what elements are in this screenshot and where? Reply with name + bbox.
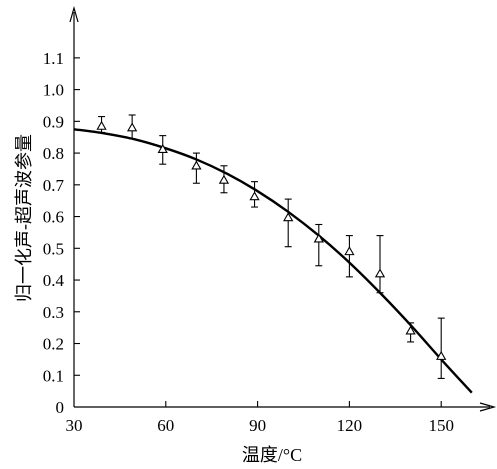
x-axis-title: 温度/°C <box>242 445 302 465</box>
data-point <box>374 235 386 294</box>
data-point <box>313 223 324 267</box>
axes <box>69 5 497 412</box>
triangle-marker <box>218 174 230 184</box>
fit-curve-line <box>73 128 473 394</box>
x-tick-label: 60 <box>157 416 174 435</box>
triangle-marker <box>157 143 168 153</box>
data-points-group <box>96 114 447 379</box>
x-axis-ticks: 30 60 90 120 150 <box>66 401 454 435</box>
triangle-marker <box>126 122 138 132</box>
triangle-marker <box>405 325 416 335</box>
x-tick-label: 120 <box>337 416 363 435</box>
y-tick-label: 0.7 <box>43 176 65 195</box>
y-tick-label: 0.4 <box>43 271 65 290</box>
data-point <box>191 152 202 184</box>
data-point <box>126 114 138 140</box>
y-tick-label: 0 <box>56 398 65 417</box>
data-point <box>96 116 107 133</box>
triangle-marker <box>374 268 386 278</box>
triangle-marker <box>191 160 202 170</box>
y-tick-label: 1.1 <box>43 49 64 68</box>
x-tick-label: 150 <box>428 416 454 435</box>
triangle-marker <box>96 120 107 130</box>
y-axis-ticks: 0 0.1 0.2 0.3 0.4 0.5 0.6 0.7 0.8 0.9 1.0 1.1 <box>43 49 80 417</box>
y-axis-arrow <box>69 5 79 23</box>
y-tick-label: 0.9 <box>43 112 64 131</box>
fit-curve-group <box>73 128 473 394</box>
data-point <box>436 317 447 379</box>
data-point <box>405 322 416 343</box>
y-tick-label: 1.0 <box>43 81 64 100</box>
triangle-marker <box>436 350 447 360</box>
data-point <box>344 235 355 278</box>
y-tick-label: 0.6 <box>43 208 64 227</box>
y-tick-label: 0.2 <box>43 335 64 354</box>
data-point <box>283 198 294 248</box>
triangle-marker <box>283 212 294 222</box>
triangle-marker <box>313 233 324 243</box>
y-axis-title: 归一化声-超声波参量 <box>14 134 34 302</box>
data-point <box>249 181 260 208</box>
triangle-marker <box>344 246 355 256</box>
triangle-marker <box>249 191 260 201</box>
y-tick-label: 0.1 <box>43 366 64 385</box>
data-point <box>218 165 230 194</box>
y-tick-label: 0.3 <box>43 303 64 322</box>
x-tick-label: 90 <box>249 416 266 435</box>
y-tick-label: 0.5 <box>43 239 64 258</box>
y-tick-label: 0.8 <box>43 144 64 163</box>
x-tick-label: 30 <box>66 416 83 435</box>
x-axis-arrow <box>479 402 497 412</box>
data-point <box>157 135 168 165</box>
